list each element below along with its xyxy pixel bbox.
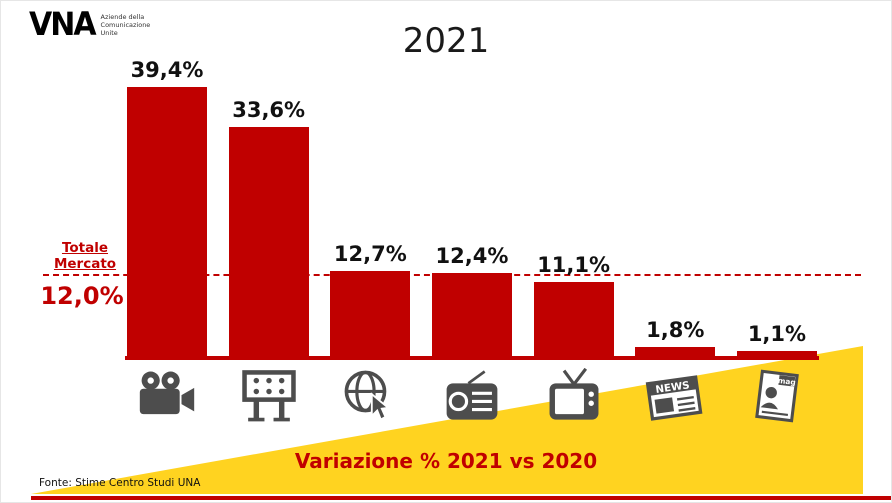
- bar-column-internet: 12,7%: [330, 242, 411, 359]
- bar-column-tv: 11,1%: [533, 253, 614, 359]
- bar-value-label: 12,7%: [333, 242, 407, 266]
- tv-icon: [534, 365, 614, 427]
- billboard-icon: [229, 365, 309, 427]
- bar-value-label: 39,4%: [130, 58, 204, 82]
- yellow-wedge: [31, 346, 863, 494]
- bar-column-periodici: 1,1%: [736, 322, 817, 359]
- svg-text:mag: mag: [777, 376, 796, 387]
- bar-column-cinema: 39,4%: [127, 58, 207, 359]
- bar-value-label: 33,6%: [232, 98, 306, 122]
- bar: [533, 282, 614, 359]
- bar-value-label: 1,1%: [747, 322, 807, 346]
- bar: [127, 87, 207, 359]
- source-note: Fonte: Stime Centro Studi UNA: [39, 477, 201, 489]
- bar-value-label: 12,4%: [435, 244, 509, 268]
- svg-text:NEWS: NEWS: [655, 379, 691, 396]
- movie-camera-icon: [127, 365, 207, 427]
- reference-line-value: 12,0%: [40, 282, 124, 310]
- bar: [736, 351, 817, 359]
- chart-title: 2021: [402, 21, 490, 61]
- una-logo-mark: VNA: [29, 5, 97, 44]
- una-logo: VNA Aziende della Comunicazione Unite: [29, 5, 151, 44]
- una-logo-tagline: Aziende della Comunicazione Unite: [101, 11, 151, 37]
- bar: [228, 127, 309, 359]
- globe-cursor-icon: [330, 365, 410, 427]
- logo-tagline-line: Comunicazione: [100, 20, 151, 29]
- bottom-red-strip: [31, 496, 891, 500]
- bar: [431, 273, 512, 359]
- reference-label-line2: Mercato: [53, 255, 117, 272]
- bar-chart-plot: 39,4% 33,6% 12,7% 12,4% 11,1% 1,8% 1,1%: [127, 51, 817, 359]
- bar-column-quotidiani: 1,8%: [635, 318, 716, 359]
- bar-column-out-of-home: 33,6%: [228, 98, 309, 359]
- category-icons-row: NEWS mag: [127, 365, 817, 429]
- reference-line-label: Totale Mercato: [37, 240, 133, 272]
- logo-tagline-line: Aziende della: [100, 13, 145, 21]
- logo-tagline-line: Unite: [100, 28, 118, 37]
- newspaper-icon: NEWS: [635, 365, 715, 427]
- bar-value-label: 11,1%: [537, 253, 611, 277]
- bar-value-label: 1,8%: [646, 318, 705, 342]
- radio-icon: [432, 365, 512, 427]
- reference-label-line1: Totale: [61, 240, 109, 256]
- bar-column-radio: 12,4%: [431, 244, 512, 359]
- x-axis-baseline: [125, 356, 819, 360]
- bar: [330, 271, 411, 359]
- magazine-icon: mag: [737, 365, 817, 427]
- chart-annotation: Variazione % 2021 vs 2020: [294, 449, 598, 473]
